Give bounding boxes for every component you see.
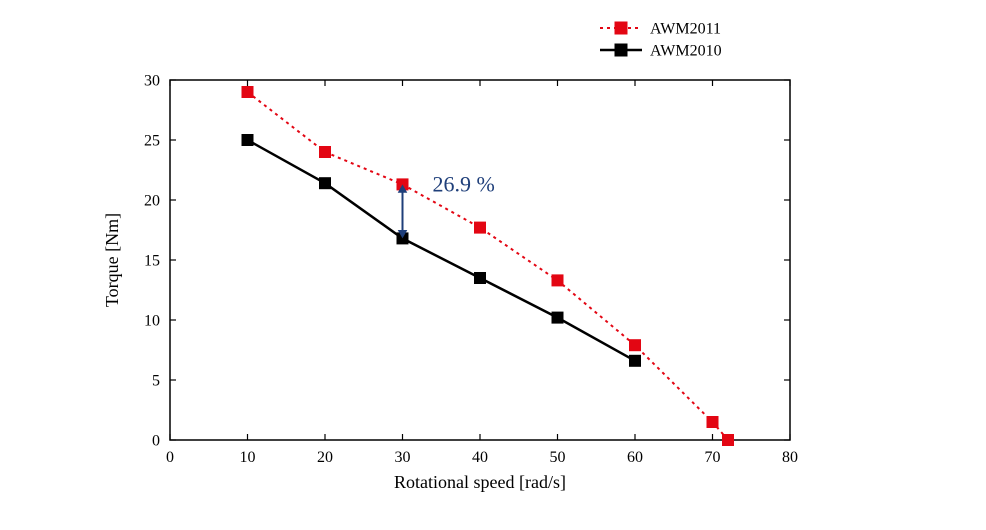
- series-marker-AWM2011: [475, 222, 486, 233]
- x-axis-label: Rotational speed [rad/s]: [394, 472, 566, 492]
- x-tick-label: 40: [472, 449, 488, 466]
- series-marker-AWM2010: [552, 312, 563, 323]
- x-tick-label: 0: [166, 449, 174, 466]
- series-marker-AWM2010: [475, 273, 486, 284]
- x-tick-label: 50: [550, 449, 566, 466]
- series-marker-AWM2010: [242, 135, 253, 146]
- y-tick-label: 5: [152, 373, 160, 390]
- series-marker-AWM2010: [630, 355, 641, 366]
- x-tick-label: 30: [395, 449, 411, 466]
- y-tick-label: 10: [144, 313, 160, 330]
- series-marker-AWM2010: [320, 178, 331, 189]
- legend-item-AWM2011: AWM2011: [650, 21, 721, 38]
- series-marker-AWM2011: [723, 435, 734, 446]
- annotation-label: 26.9 %: [433, 171, 495, 196]
- y-axis-label: Torque [Nm]: [102, 213, 122, 307]
- y-tick-label: 30: [144, 73, 160, 90]
- series-marker-AWM2011: [707, 417, 718, 428]
- y-tick-label: 0: [152, 433, 160, 450]
- y-tick-label: 20: [144, 193, 160, 210]
- y-tick-label: 25: [144, 133, 160, 150]
- series-marker-AWM2011: [630, 340, 641, 351]
- x-tick-label: 10: [240, 449, 256, 466]
- y-tick-label: 15: [144, 253, 160, 270]
- x-tick-label: 20: [317, 449, 333, 466]
- x-tick-label: 70: [705, 449, 721, 466]
- torque-chart: 0 10 20 30 40 50 60 70 80 0 5 10 15 20 25 30 Rotational …: [0, 0, 986, 530]
- x-tick-label: 60: [627, 449, 643, 466]
- series-marker-AWM2011: [552, 275, 563, 286]
- series-marker-AWM2011: [320, 147, 331, 158]
- series-marker-AWM2011: [242, 87, 253, 98]
- x-tick-label: 80: [782, 449, 798, 466]
- legend-item-AWM2010: AWM2010: [650, 43, 722, 60]
- chart-svg: 0 10 20 30 40 50 60 70 80 0 5 10 15 20 25 30 Rotational …: [0, 0, 986, 530]
